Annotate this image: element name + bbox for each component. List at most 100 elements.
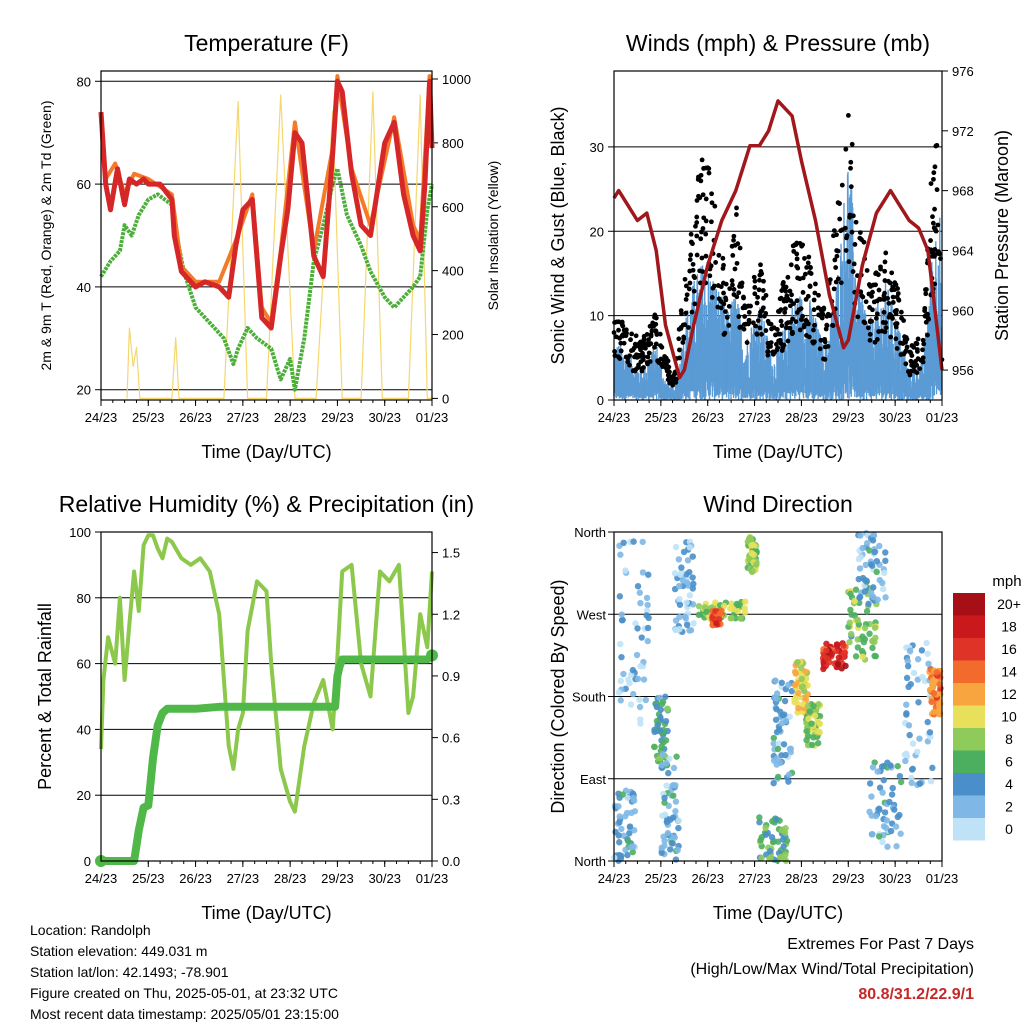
winds-gust-point <box>694 252 700 258</box>
winds-gust-point <box>665 368 671 374</box>
direction-legend-swatch <box>953 795 985 818</box>
direction-point <box>622 846 629 854</box>
winds-gust-point <box>831 228 837 234</box>
direction-point <box>774 773 782 781</box>
winds-gust-point <box>650 321 656 326</box>
direction-point <box>758 854 765 862</box>
direction-x-tick-label: 01/23 <box>926 871 959 886</box>
winds-gust-point <box>686 286 692 292</box>
winds-gust-point <box>792 242 797 248</box>
direction-point <box>852 653 860 660</box>
direction-point <box>750 551 758 558</box>
temperature-y-label: 2m & 9m T (Red, Orange) & 2m Td (Green) <box>38 101 54 371</box>
temperature-y-tick-label: 60 <box>77 177 91 192</box>
winds-gust-point <box>703 218 709 224</box>
direction-point <box>678 564 685 571</box>
winds-gust-point <box>712 203 718 209</box>
humidity-y-tick-label: 0 <box>84 854 91 869</box>
direction-point <box>916 780 923 787</box>
winds-gust-point <box>903 348 909 353</box>
winds-gust-point <box>867 331 873 337</box>
direction-point <box>903 750 910 757</box>
temperature-x-tick-label: 26/23 <box>179 410 212 425</box>
winds-gust-point <box>871 299 877 305</box>
direction-point <box>897 830 904 837</box>
direction-point <box>926 729 934 736</box>
winds-gust-point <box>845 112 851 118</box>
winds-gust-point <box>736 314 742 319</box>
direction-point <box>624 851 631 859</box>
winds-gust-point <box>741 326 747 332</box>
winds-gust-point <box>883 325 889 331</box>
direction-point <box>906 731 913 739</box>
temperature-y2-tick-label: 400 <box>442 264 464 279</box>
winds-gust-point <box>757 313 763 319</box>
winds-gust-point <box>794 256 800 262</box>
direction-point <box>675 556 683 563</box>
winds-gust-point <box>885 295 890 301</box>
direction-point <box>625 676 632 683</box>
winds-gust-point <box>800 242 805 248</box>
winds-gust-point <box>839 227 845 233</box>
winds-gust-point <box>931 176 936 182</box>
temperature-y2-tick-label: 600 <box>442 200 464 215</box>
direction-point <box>640 676 648 683</box>
winds-y-tick-label: 0 <box>597 393 604 408</box>
winds-gust-point <box>716 252 722 258</box>
direction-point <box>876 542 883 550</box>
winds-gust-point <box>874 311 880 317</box>
winds-gust-point <box>807 284 813 290</box>
winds-gust-point <box>723 297 729 303</box>
winds-gust-point <box>682 276 688 282</box>
winds-gust-point <box>858 289 864 295</box>
direction-point <box>897 778 905 786</box>
direction-point <box>925 660 932 667</box>
winds-gust-point <box>852 242 858 247</box>
temperature-title: Temperature (F) <box>184 30 349 56</box>
winds-gust-point <box>721 290 726 296</box>
winds-gust-point <box>691 273 697 279</box>
winds-gust-point <box>866 282 872 287</box>
winds-gust-point <box>715 304 721 310</box>
humidity-precip-line <box>97 651 436 865</box>
winds-gust-point <box>875 272 881 278</box>
winds-gust-point <box>849 141 855 147</box>
winds-gust-point <box>683 310 689 316</box>
winds-gust-point <box>822 356 828 362</box>
direction-point <box>617 697 624 704</box>
direction-point <box>910 669 918 677</box>
winds-gust-point <box>779 323 785 329</box>
temperature-series-temp_2m <box>98 78 435 331</box>
winds-gust-point <box>928 238 933 243</box>
winds-gust-point <box>867 318 873 324</box>
direction-point <box>868 793 875 800</box>
winds-gust-point <box>847 214 853 220</box>
direction-x-tick-label: 30/23 <box>879 871 912 886</box>
direction-point <box>869 764 877 771</box>
winds-gust-point <box>824 322 830 328</box>
winds-gust-point <box>730 282 735 288</box>
winds-gust-point <box>844 235 849 241</box>
winds-gust-point <box>861 319 867 325</box>
winds-gust-point <box>816 312 822 318</box>
winds-gust-point <box>874 336 880 342</box>
winds-gust-point <box>616 327 621 333</box>
winds-gust-point <box>788 262 794 268</box>
direction-point <box>869 537 877 544</box>
winds-gust-point <box>806 334 812 340</box>
direction-point <box>786 713 793 720</box>
winds-gust-point <box>681 334 687 340</box>
winds-gust-point <box>683 296 689 302</box>
direction-point <box>644 601 651 609</box>
winds-gust-point <box>811 297 817 303</box>
direction-point <box>805 715 812 722</box>
direction-legend-label: 16 <box>1001 641 1017 657</box>
direction-point <box>747 536 755 544</box>
winds-gust-point <box>631 368 636 373</box>
winds-y2-tick-label: 976 <box>952 64 974 79</box>
direction-point <box>929 764 936 772</box>
winds-gust-point <box>864 268 870 273</box>
winds-gust-point <box>848 184 854 190</box>
winds-gust-point <box>833 265 839 270</box>
direction-point <box>660 833 667 840</box>
